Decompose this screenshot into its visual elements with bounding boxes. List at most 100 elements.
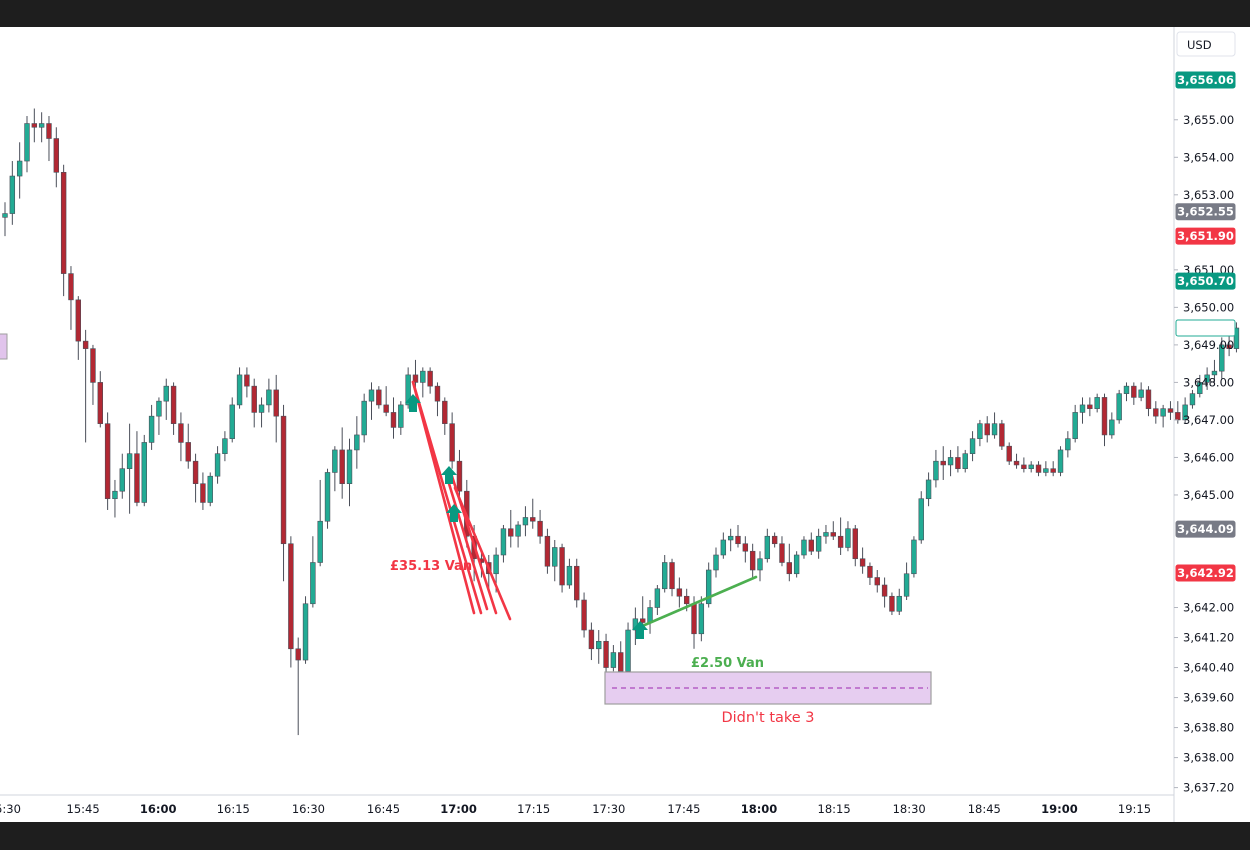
chart-canvas[interactable]: £35.13 Van £2.50 Van Didn't take 3 3,655… [0,27,1250,822]
price-tick-label: 3,654.00 [1183,150,1234,164]
candle-body [852,528,858,560]
candle-body [830,532,836,537]
candle-body [669,562,675,590]
candle-body [112,490,118,500]
candle-body [720,539,727,556]
plot-area[interactable] [2,108,1240,736]
candle [801,536,807,559]
price-badge: 3,642.92 [1175,564,1236,582]
candle-body [207,475,213,503]
candle-body [1035,464,1042,473]
candle [251,378,257,428]
candle-body [610,652,617,668]
candle [574,558,580,608]
candle [749,543,756,578]
candle [163,378,169,420]
candle [925,472,932,507]
candle-body [288,543,294,650]
candle [119,453,125,499]
price-tick-label: 3,639.60 [1183,691,1234,705]
candle [999,419,1005,450]
candle [1028,461,1034,473]
candle [698,596,705,642]
candle [896,588,902,616]
time-axis[interactable]: 5:30 15:45 16:00 16:15 16:30 16:45 17:00 17:15 1… [0,802,1151,816]
candle-body [90,348,96,383]
candle-body [104,423,111,500]
candle [1094,393,1100,413]
price-tick-label: 3,637.20 [1183,781,1234,795]
candle [764,528,771,563]
candle-body [1131,385,1137,398]
candle [310,536,316,608]
candle-body [1050,468,1056,473]
candle-body [141,442,147,503]
candle [727,528,734,552]
candle-body [815,535,822,552]
candle-body [214,453,221,477]
candle [552,539,558,582]
candle-body [859,558,866,567]
candle-body [1145,389,1152,409]
price-tick-label: 3,645.00 [1183,488,1234,502]
candle-body [156,400,162,417]
candle [1189,389,1196,409]
candle [214,446,221,484]
time-tick-label: 16:00 [140,802,177,816]
sell-trend-line [411,380,483,615]
buy-arrow-icon [446,504,462,522]
candle-body [200,483,206,503]
candle [508,509,514,548]
chart-pane[interactable]: £35.13 Van £2.50 Van Didn't take 3 3,655… [0,27,1250,822]
candle [1043,461,1049,477]
candle [654,585,661,616]
candle [134,431,140,507]
price-badge-label: 3,644.09 [1177,522,1234,536]
currency-button[interactable] [1176,31,1236,57]
candle [148,404,155,450]
candle [559,543,565,593]
candle-body [727,535,734,541]
candle-body [522,517,529,526]
candle [420,367,426,398]
candle [68,266,74,330]
price-tick-label: 3,642.00 [1183,601,1234,615]
candle [984,416,990,443]
candle-body [222,438,228,454]
candle-body [1021,464,1027,469]
candle-body [808,539,815,552]
candle-body [801,539,807,556]
candle-body [1175,412,1181,421]
candle [390,397,397,439]
price-axis[interactable]: 3,655.003,654.003,653.003,651.003,650.00… [1174,113,1234,795]
candle [661,554,668,593]
time-tick-label: 17:00 [440,802,477,816]
price-badge: 3,656.06 [1175,71,1236,89]
candle [1006,442,1012,465]
candle [515,521,521,548]
candle-body [977,423,983,439]
candle-body [1116,393,1122,421]
candle-body [163,385,169,402]
candle-body [9,175,16,214]
buy-arrow-icon [632,621,648,639]
candle [9,161,16,225]
candle-body [1123,385,1130,394]
candle-body [508,528,514,537]
candle-body [1043,468,1049,473]
candle-body [735,535,741,545]
candle [977,419,983,447]
candle [588,622,595,661]
candle-body [940,460,946,466]
candle [449,412,455,469]
candle [141,434,147,507]
candle [903,562,910,601]
candle-body [68,273,74,301]
zone-label: Didn't take 3 [721,710,814,726]
candle-body [757,558,763,571]
price-tick-label: 3,638.80 [1183,721,1234,735]
candle-body [947,457,954,466]
candle-body [383,404,389,413]
price-badge-label: 3,651.90 [1177,229,1234,243]
candle-body [793,554,800,575]
